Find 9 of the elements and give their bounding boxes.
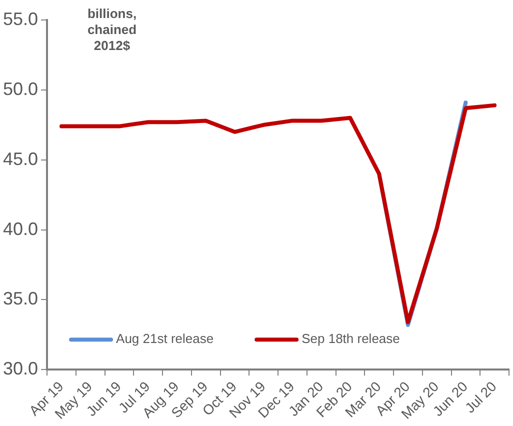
y-tick-label: 55.0 (2, 8, 38, 29)
y-tick-label: 50.0 (2, 78, 38, 99)
y-tick-label: 30.0 (2, 358, 38, 379)
y-tick-label: 40.0 (2, 218, 38, 239)
y-tick-label: 35.0 (2, 288, 38, 309)
legend-label: Aug 21st release (116, 331, 214, 346)
legend-label: Sep 18th release (302, 331, 400, 346)
y-tick-label: 45.0 (2, 148, 38, 169)
annotation: billions, chained 2012$ (86, 6, 138, 54)
